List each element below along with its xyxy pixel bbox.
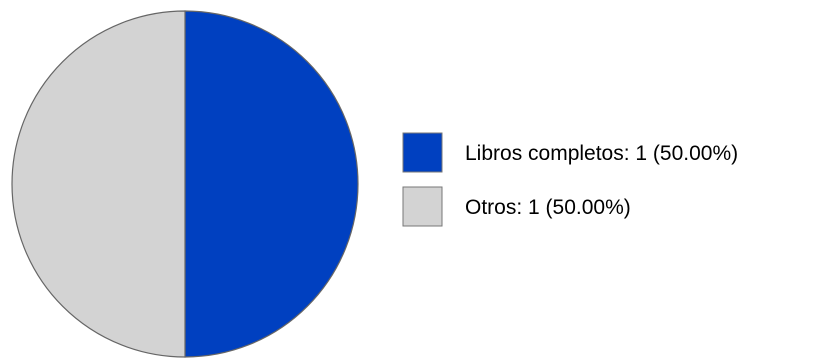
legend-label: Otros: 1 (50.00%) [465,196,631,219]
pie-slices [11,10,359,358]
legend-label: Libros completos: 1 (50.00%) [465,142,738,165]
legend-item: Otros: 1 (50.00%) [402,186,631,227]
legend-swatch [402,132,443,173]
pie-slice-otros [11,10,186,358]
legend-item: Libros completos: 1 (50.00%) [402,132,738,173]
legend: Libros completos: 1 (50.00%) Otros: 1 (50… [402,132,738,227]
pie-slice-libros-completos [184,10,359,358]
legend-swatch [402,186,443,227]
